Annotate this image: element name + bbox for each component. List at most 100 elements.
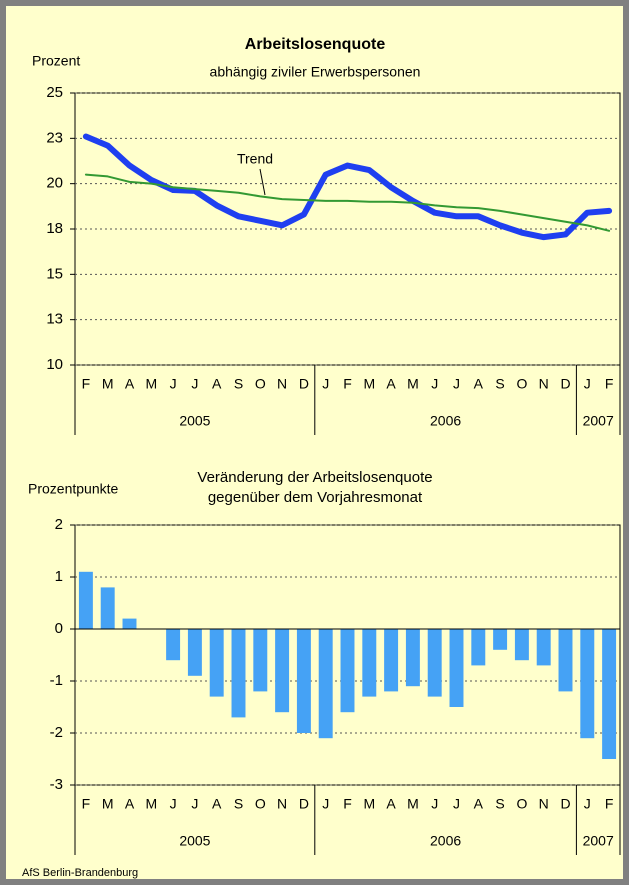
x-tick-label: J <box>431 376 438 392</box>
x-tick-label: M <box>102 376 114 392</box>
bar <box>340 629 355 713</box>
y-tick-label: 13 <box>46 311 63 328</box>
y-tick-label: 1 <box>55 568 63 585</box>
y-tick-label: -3 <box>50 776 63 793</box>
x-tick-label: J <box>431 796 438 812</box>
year-label: 2007 <box>583 413 614 429</box>
y-tick-label: 0 <box>55 620 63 637</box>
bar <box>405 629 420 687</box>
x-tick-label: N <box>277 376 287 392</box>
x-tick-label: J <box>191 796 198 812</box>
y-axis-label: Prozent <box>32 53 80 69</box>
bar <box>471 629 486 666</box>
x-tick-label: O <box>516 376 527 392</box>
chart-subtitle: gegenüber dem Vorjahresmonat <box>208 489 423 506</box>
bar <box>275 629 290 713</box>
x-tick-label: J <box>453 376 460 392</box>
chart-title: Arbeitslosenquote <box>245 36 386 53</box>
x-tick-label: O <box>255 796 266 812</box>
x-tick-label: A <box>125 376 135 392</box>
x-tick-label: M <box>407 376 419 392</box>
y-tick-label: -2 <box>50 724 63 741</box>
bar <box>449 629 464 707</box>
x-tick-label: A <box>474 796 484 812</box>
x-tick-label: M <box>145 376 157 392</box>
x-tick-label: N <box>539 376 549 392</box>
bar <box>384 629 399 692</box>
bar <box>558 629 573 692</box>
x-tick-label: D <box>560 376 570 392</box>
x-tick-label: O <box>255 376 266 392</box>
x-tick-label: S <box>495 376 504 392</box>
x-tick-label: M <box>102 796 114 812</box>
annotation-pointer <box>259 168 266 196</box>
x-tick-label: F <box>343 796 352 812</box>
x-tick-label: D <box>299 796 309 812</box>
x-tick-label: J <box>322 796 329 812</box>
x-tick-label: A <box>212 376 222 392</box>
x-tick-label: A <box>212 796 222 812</box>
bar <box>231 629 246 718</box>
bar <box>187 629 202 676</box>
x-tick-label: F <box>605 376 614 392</box>
x-tick-label: D <box>299 376 309 392</box>
year-label: 2005 <box>179 413 210 429</box>
year-label: 2005 <box>179 833 210 849</box>
bar <box>536 629 551 666</box>
y-tick-label: 10 <box>46 356 63 373</box>
bar <box>493 629 508 650</box>
x-tick-label: S <box>495 796 504 812</box>
x-tick-label: S <box>234 796 243 812</box>
x-tick-label: M <box>407 796 419 812</box>
y-tick-label: 25 <box>46 84 63 101</box>
x-tick-label: M <box>363 376 375 392</box>
x-tick-label: F <box>82 376 91 392</box>
y-axis-label: Prozentpunkte <box>28 481 118 497</box>
bar <box>362 629 377 697</box>
x-tick-label: J <box>191 376 198 392</box>
x-tick-label: S <box>234 376 243 392</box>
x-tick-label: F <box>82 796 91 812</box>
bar <box>166 629 181 661</box>
annotation: Trend <box>237 151 273 167</box>
x-tick-label: J <box>453 796 460 812</box>
y-tick-label: 15 <box>46 265 63 282</box>
bar <box>78 571 93 629</box>
x-tick-label: J <box>584 376 591 392</box>
x-tick-label: J <box>584 796 591 812</box>
y-tick-label: 23 <box>46 129 63 146</box>
line-series <box>82 133 613 241</box>
x-tick-label: F <box>343 376 352 392</box>
bar <box>427 629 442 697</box>
bar <box>209 629 224 697</box>
line-series <box>84 173 611 232</box>
x-tick-label: N <box>277 796 287 812</box>
x-tick-label: A <box>386 376 396 392</box>
bar <box>100 587 115 629</box>
x-tick-label: D <box>560 796 570 812</box>
y-tick-label: 18 <box>46 220 63 237</box>
x-tick-label: F <box>605 796 614 812</box>
y-tick-label: 2 <box>55 516 63 533</box>
y-tick-label: -1 <box>50 672 63 689</box>
bar <box>253 629 268 692</box>
x-tick-label: J <box>170 796 177 812</box>
x-tick-label: O <box>516 796 527 812</box>
bar <box>514 629 529 661</box>
chart-title: Veränderung der Arbeitslosenquote <box>197 469 432 486</box>
year-label: 2007 <box>583 833 614 849</box>
x-tick-label: A <box>474 376 484 392</box>
bar <box>296 629 311 733</box>
x-tick-label: A <box>386 796 396 812</box>
year-label: 2006 <box>430 833 461 849</box>
x-tick-label: N <box>539 796 549 812</box>
source: AfS Berlin-Brandenburg <box>22 867 138 879</box>
bar <box>318 629 333 739</box>
year-label: 2006 <box>430 413 461 429</box>
x-tick-label: J <box>170 376 177 392</box>
bar <box>602 629 617 759</box>
y-tick-label: 20 <box>46 175 63 192</box>
chart-subtitle: abhängig ziviler Erwerbspersonen <box>210 64 421 80</box>
x-tick-label: M <box>363 796 375 812</box>
